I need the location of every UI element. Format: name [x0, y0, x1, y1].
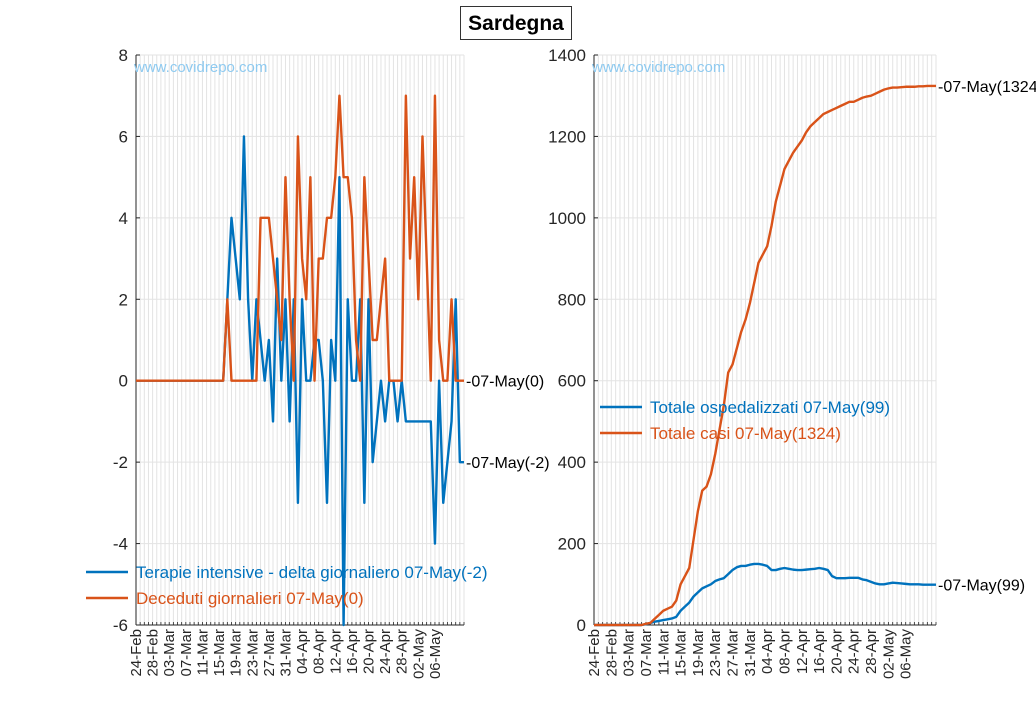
x-tick-label: 19-Mar	[690, 629, 707, 677]
x-tick-label: 16-Apr	[344, 629, 361, 674]
series-line-2	[594, 84, 936, 627]
x-tick-label: 24-Feb	[128, 629, 145, 677]
x-tick-label: 06-May	[427, 629, 444, 680]
watermark-text: www.covidrepo.com	[591, 59, 725, 76]
x-tick-label: 08-Apr	[311, 629, 328, 674]
x-tick-label: 11-Mar	[655, 629, 672, 675]
y-tick-label: -6	[113, 616, 128, 635]
y-tick-label: -4	[113, 535, 128, 554]
x-tick-label: 20-Apr	[828, 629, 845, 674]
series-end-label-1: -07-May(-2)	[466, 455, 550, 472]
legend-label-2: Deceduti giornalieri 07-May(0)	[136, 589, 364, 608]
x-tick-label: 04-Apr	[294, 629, 311, 674]
x-tick-label: 07-Mar	[178, 629, 195, 677]
y-tick-label: 600	[558, 372, 586, 391]
series-end-label-1: -07-May(99)	[938, 578, 1025, 595]
x-tick-label: 12-Apr	[794, 629, 811, 674]
y-tick-label: 0	[577, 616, 586, 635]
figure-title: Sardegna	[460, 6, 572, 40]
x-tick-label: 03-Mar	[621, 629, 638, 677]
x-tick-label: 24-Feb	[586, 629, 603, 677]
watermark-text: www.covidrepo.com	[133, 59, 267, 76]
y-tick-label: 200	[558, 535, 586, 554]
y-tick-label: 4	[119, 209, 128, 228]
x-tick-label: 28-Feb	[145, 629, 162, 677]
y-tick-label: -2	[113, 453, 128, 472]
x-tick-label: 03-Mar	[161, 629, 178, 677]
y-tick-label: 400	[558, 453, 586, 472]
y-tick-label: 2	[119, 290, 128, 309]
y-tick-label: 1000	[548, 209, 586, 228]
x-tick-label: 23-Mar	[244, 629, 261, 677]
y-tick-label: 8	[119, 46, 128, 65]
x-tick-label: 24-Apr	[377, 629, 394, 674]
legend-label-1: Terapie intensive - delta giornaliero 07…	[136, 563, 488, 582]
x-tick-label: 04-Apr	[759, 629, 776, 674]
x-tick-label: 15-Mar	[673, 629, 690, 677]
x-tick-label: 28-Apr	[394, 629, 411, 674]
chart-panel-1: -6 -4 -2 0 2 4 6 8 24-Feb 28-Feb 03-Mar 07-Mar 11-Ma…	[86, 46, 550, 679]
y-tick-label: 6	[119, 127, 128, 146]
chart-panel-2: 0 200 400 600 800 1000 1200 1400 24-Feb 28-Feb 03-…	[548, 46, 1036, 679]
x-tick-label: 08-Apr	[776, 629, 793, 674]
x-tick-label: 02-May	[410, 629, 427, 680]
series-line-1	[594, 562, 936, 627]
x-tick-label: 23-Mar	[707, 629, 724, 677]
x-tick-label: 24-Apr	[846, 629, 863, 674]
x-tick-label: 27-Mar	[725, 629, 742, 677]
legend-label-1: Totale ospedalizzati 07-May(99)	[650, 398, 890, 417]
x-tick-label: 11-Mar	[194, 629, 211, 675]
series-line-2	[136, 94, 464, 382]
x-tick-label: 28-Feb	[603, 629, 620, 677]
x-tick-label: 19-Mar	[228, 629, 245, 677]
y-tick-label: 0	[119, 372, 128, 391]
x-tick-label: 12-Apr	[327, 629, 344, 674]
y-tick-label: 800	[558, 290, 586, 309]
series-end-label-2: -07-May(1324)	[938, 79, 1036, 96]
x-tick-label: 07-Mar	[638, 629, 655, 677]
x-tick-label: 31-Mar	[277, 629, 294, 677]
x-tick-label: 28-Apr	[863, 629, 880, 674]
x-tick-label: 02-May	[880, 629, 897, 680]
x-tick-label: 31-Mar	[742, 629, 759, 677]
x-tick-label: 06-May	[898, 629, 915, 680]
y-tick-label: 1400	[548, 46, 586, 65]
x-tick-label: 16-Apr	[811, 629, 828, 674]
x-tick-label: 15-Mar	[211, 629, 228, 677]
legend-label-2: Totale casi 07-May(1324)	[650, 424, 841, 443]
series-end-label-2: -07-May(0)	[466, 374, 544, 391]
x-tick-label: 27-Mar	[261, 629, 278, 677]
x-tick-label: 20-Apr	[361, 629, 378, 674]
y-tick-label: 1200	[548, 127, 586, 146]
